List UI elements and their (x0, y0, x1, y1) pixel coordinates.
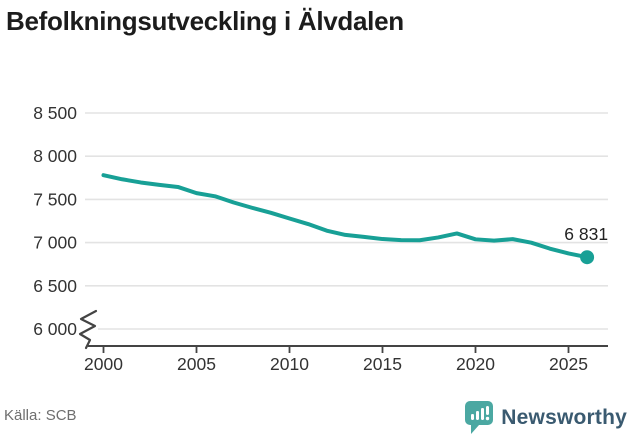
svg-text:7 500: 7 500 (33, 189, 77, 209)
chart-footer: Källa: SCB Newsworthy (0, 399, 631, 439)
svg-text:6 831: 6 831 (564, 224, 608, 244)
svg-text:2005: 2005 (177, 354, 216, 374)
newsworthy-wordmark: Newsworthy (501, 405, 627, 429)
svg-text:2010: 2010 (270, 354, 309, 374)
chart-title: Befolkningsutveckling i Älvdalen (6, 6, 404, 36)
svg-text:2015: 2015 (363, 354, 402, 374)
source-text: Källa: SCB (4, 407, 77, 424)
newsworthy-logo: Newsworthy (465, 401, 627, 434)
svg-text:2000: 2000 (84, 354, 123, 374)
svg-text:2025: 2025 (549, 354, 588, 374)
newsworthy-icon (465, 401, 494, 434)
svg-text:8 000: 8 000 (33, 146, 77, 166)
svg-text:8 500: 8 500 (33, 103, 77, 123)
svg-text:7 000: 7 000 (33, 233, 77, 253)
svg-text:6 000: 6 000 (33, 319, 77, 339)
svg-text:6 500: 6 500 (33, 276, 77, 296)
svg-text:2020: 2020 (456, 354, 495, 374)
